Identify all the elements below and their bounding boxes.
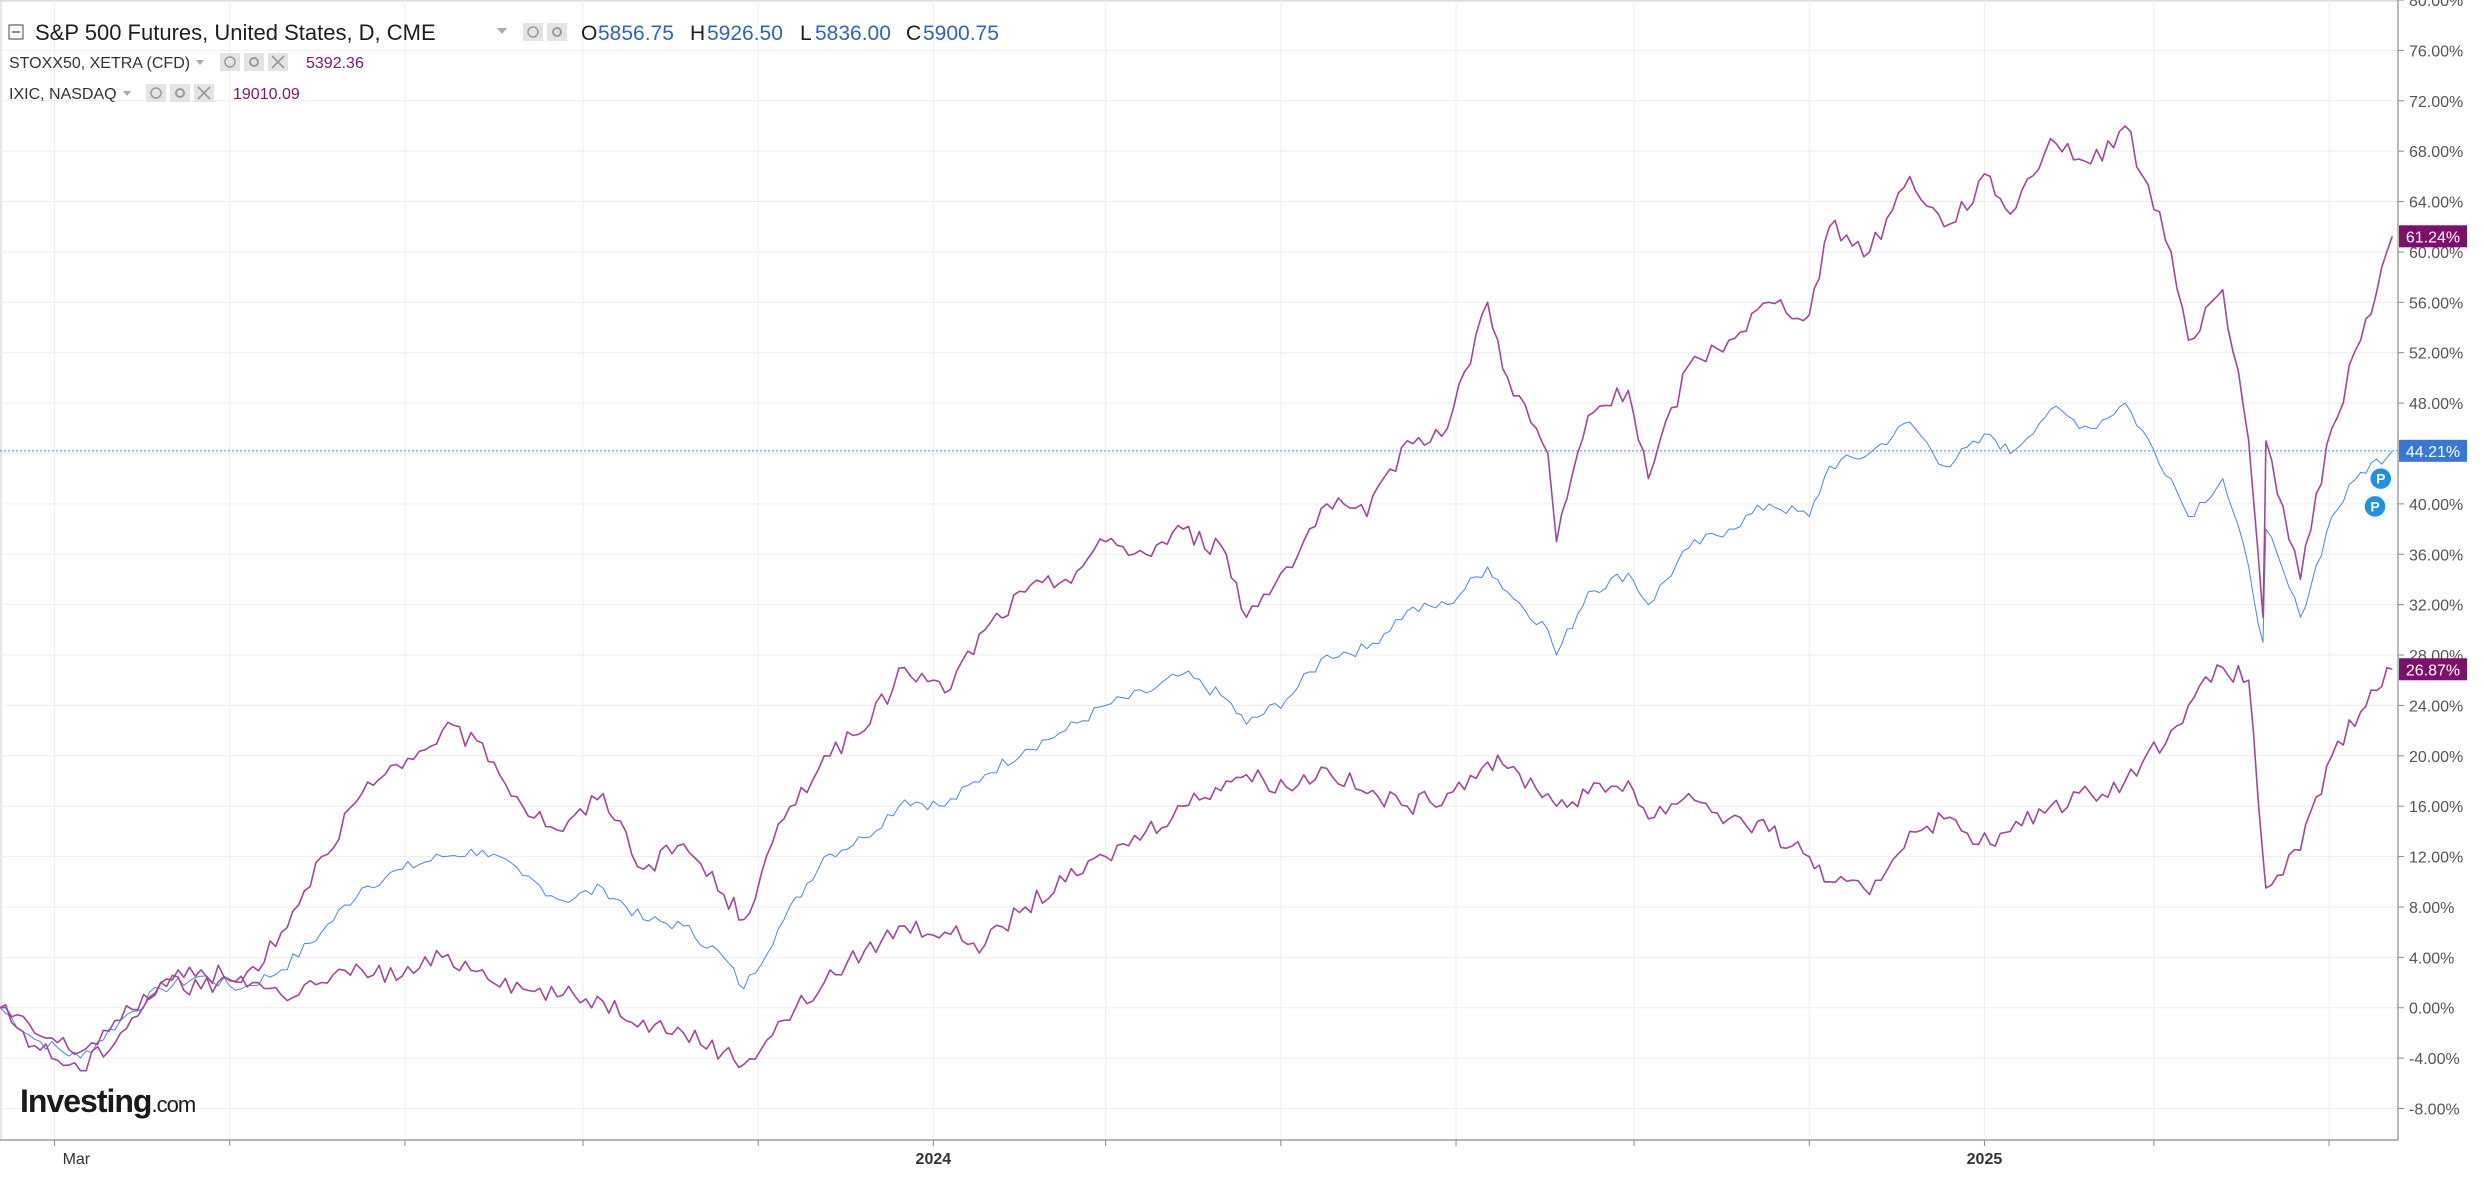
legend-compare-row[interactable]: STOXX50, XETRA (CFD) 5392.36 <box>9 53 364 72</box>
y-tick-label: 16.00% <box>2409 799 2463 816</box>
settings-icon[interactable] <box>220 53 240 71</box>
y-tick-label: 64.00% <box>2409 195 2463 212</box>
y-tick-label: 60.00% <box>2409 245 2463 262</box>
last-value-label-bg <box>2399 439 2467 462</box>
settings-icon[interactable] <box>146 84 166 102</box>
series-line-stoxx50[interactable] <box>0 664 2393 1069</box>
y-axis-labels: 80.00% 76.00% 72.00% 68.00% 64.00% 60.00% 56.0… <box>2397 0 2463 1140</box>
gear-icon[interactable] <box>547 23 567 41</box>
x-tick-label: 2024 <box>916 1151 952 1168</box>
series-line-sp500-futures[interactable] <box>0 402 2393 1059</box>
p-marker-circle[interactable] <box>2363 494 2387 519</box>
ohlc-close-value: 5900.75 <box>923 22 999 45</box>
series-layer <box>0 125 2394 1072</box>
gear-icon[interactable] <box>170 84 190 102</box>
collapse-icon[interactable] <box>8 24 24 40</box>
ohlc-high-label: H <box>690 22 705 45</box>
settings-icon[interactable] <box>523 23 543 41</box>
ohlc-high-value: 5926.50 <box>707 22 783 45</box>
x-tick-label: Mar <box>63 1151 91 1168</box>
last-value-label: 61.24% <box>2406 229 2460 246</box>
chevron-down-icon[interactable] <box>196 60 204 65</box>
x-axis: Mar 2024 2025 <box>0 1139 2398 1168</box>
close-icon[interactable] <box>268 53 288 71</box>
grid-layer <box>0 0 2398 1140</box>
y-tick-label: 8.00% <box>2409 900 2454 917</box>
close-icon[interactable] <box>194 84 214 102</box>
legend-main-title[interactable]: S&P 500 Futures, United States, D, CME <box>35 20 436 45</box>
y-tick-label: 32.00% <box>2409 598 2463 615</box>
investing-logo: Investing.com <box>20 1083 196 1119</box>
legend: S&P 500 Futures, United States, D, CME O… <box>8 20 999 103</box>
legend-main-row[interactable]: S&P 500 Futures, United States, D, CME O… <box>8 20 999 45</box>
y-tick-label: 12.00% <box>2409 850 2463 867</box>
ohlc-open-label: O <box>581 22 597 45</box>
y-tick-label: 80.00% <box>2409 0 2463 10</box>
legend-compare-title[interactable]: STOXX50, XETRA (CFD) <box>9 55 190 72</box>
y-tick-label: 40.00% <box>2409 497 2463 514</box>
svg-text:Investing.com: Investing.com <box>20 1083 195 1119</box>
p-marker-label: P <box>2376 471 2385 487</box>
y-tick-label: 76.00% <box>2409 43 2463 60</box>
legend-compare-title[interactable]: IXIC, NASDAQ <box>9 86 117 103</box>
legend-compare-value: 5392.36 <box>306 55 364 72</box>
last-value-label: 26.87% <box>2406 662 2460 679</box>
y-tick-label: 48.00% <box>2409 396 2463 413</box>
last-value-labels: 44.21% 26.87% 61.24% <box>2399 225 2467 681</box>
y-tick-label: 72.00% <box>2409 94 2463 111</box>
chevron-down-icon[interactable] <box>497 28 507 34</box>
logo-suffix: .com <box>151 1092 195 1117</box>
legend-compare-row[interactable]: IXIC, NASDAQ 19010.09 <box>9 84 300 103</box>
p-marker[interactable]: P <box>2363 494 2387 519</box>
y-tick-label: -8.00% <box>2409 1102 2460 1119</box>
p-marker[interactable]: P <box>2369 466 2393 491</box>
y-tick-label: 68.00% <box>2409 144 2463 161</box>
last-value-label-bg <box>2399 658 2467 681</box>
y-tick-label: -4.00% <box>2409 1051 2460 1068</box>
y-tick-label: 20.00% <box>2409 749 2463 766</box>
y-tick-label: 36.00% <box>2409 547 2463 564</box>
y-tick-label: 52.00% <box>2409 346 2463 363</box>
logo-name: Investing <box>20 1083 151 1119</box>
x-tick-label: 2025 <box>1967 1151 2003 1168</box>
ohlc-low-value: 5836.00 <box>815 22 891 45</box>
ohlc-low-label: L <box>800 22 812 45</box>
chevron-down-icon[interactable] <box>123 91 131 96</box>
ohlc-close-label: C <box>906 22 921 45</box>
last-value-label-bg <box>2399 225 2467 248</box>
y-tick-label: 24.00% <box>2409 698 2463 715</box>
legend-compare-value: 19010.09 <box>233 86 300 103</box>
series-line-ixic[interactable] <box>0 125 2394 1072</box>
p-marker-circle[interactable] <box>2369 466 2393 491</box>
ohlc-open-value: 5856.75 <box>598 22 674 45</box>
y-tick-label: 56.00% <box>2409 295 2463 312</box>
y-tick-label: 0.00% <box>2409 1001 2454 1018</box>
last-value-label: 44.21% <box>2406 444 2460 461</box>
y-tick-label: 4.00% <box>2409 950 2454 967</box>
p-marker-label: P <box>2370 498 2379 514</box>
gear-icon[interactable] <box>244 53 264 71</box>
